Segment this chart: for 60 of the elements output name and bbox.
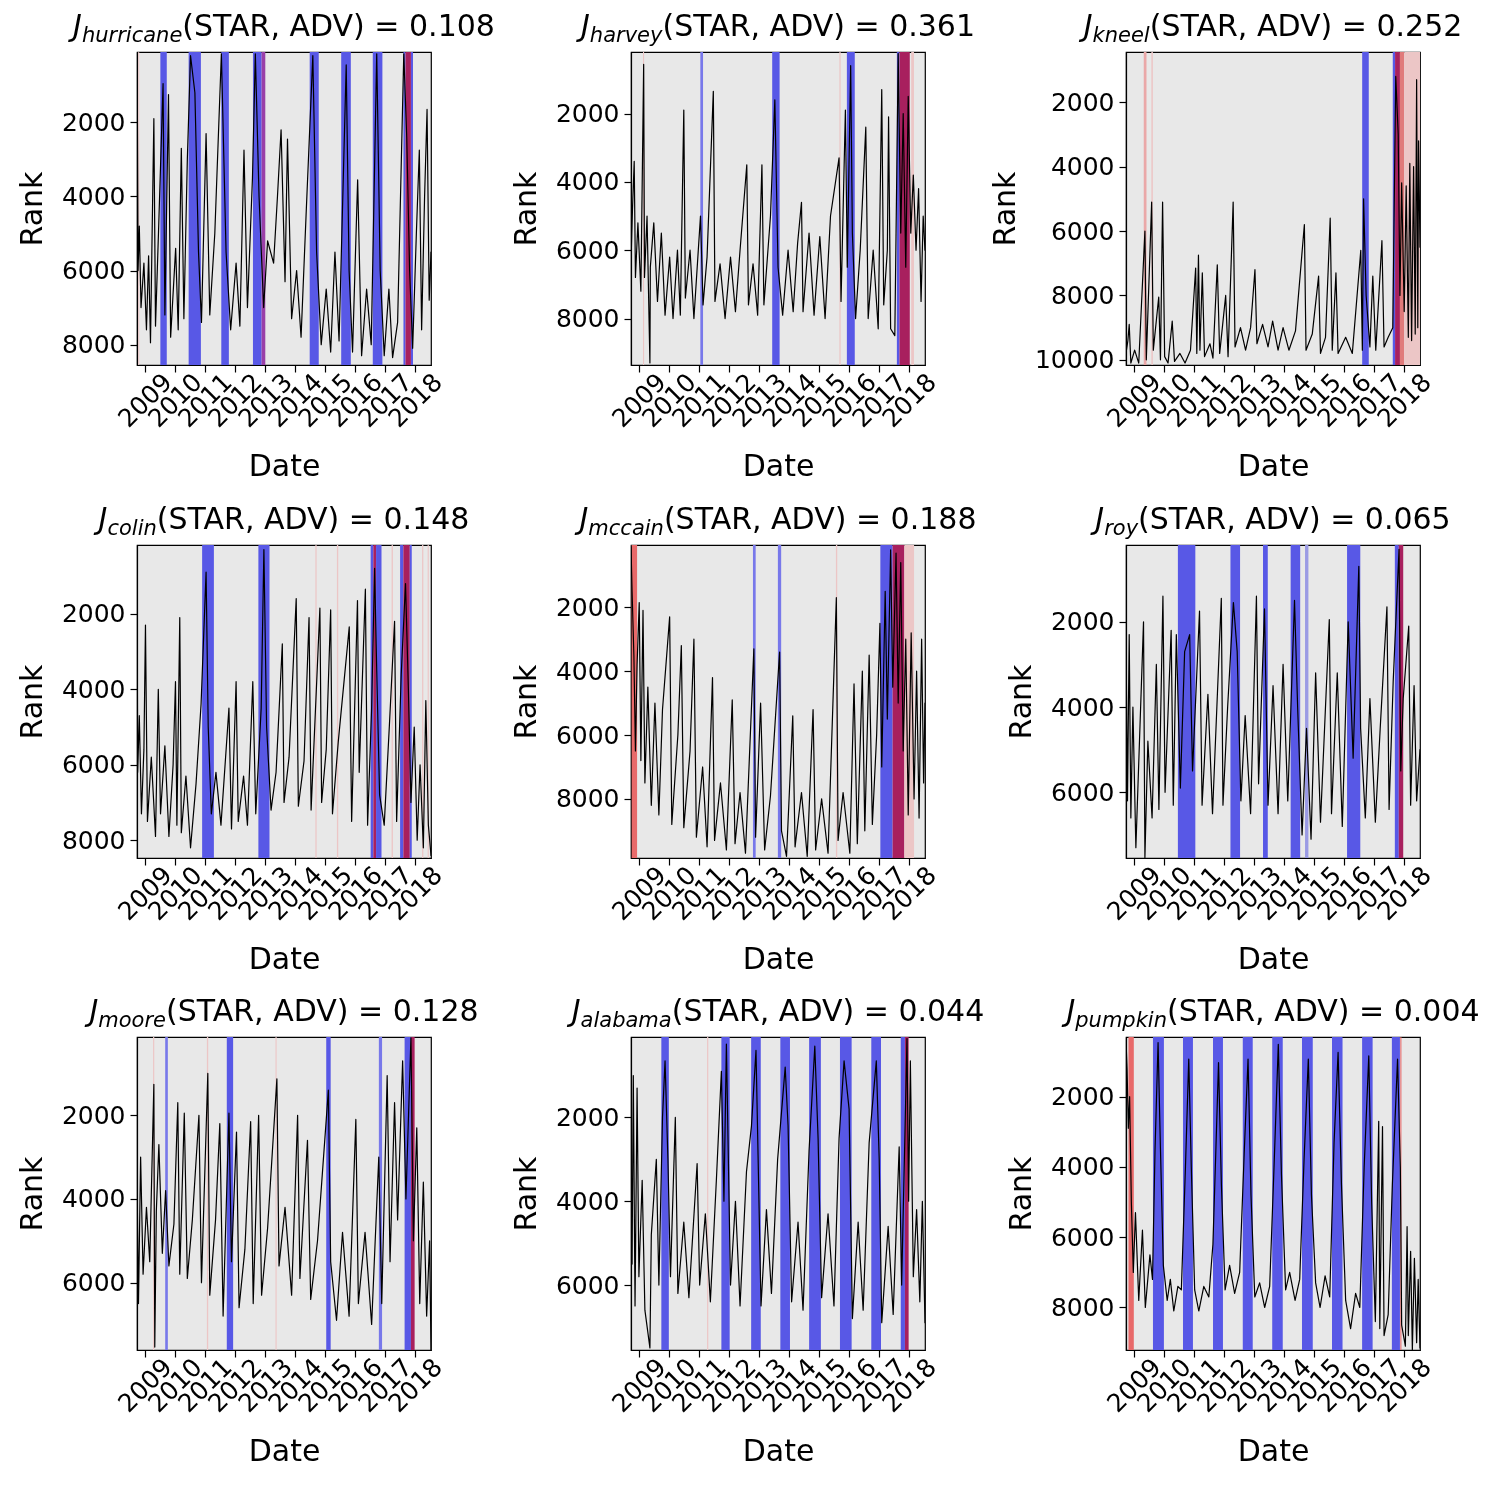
y-tick-label: 8000 <box>1050 1292 1115 1322</box>
y-tick-label: 6000 <box>61 1268 126 1298</box>
y-axis-title: Rank <box>13 663 49 740</box>
y-axis-title: Rank <box>507 663 543 740</box>
x-axis-title: Date <box>742 448 815 484</box>
y-tick-label: 2000 <box>1050 607 1115 637</box>
y-axis-title: Rank <box>507 170 543 247</box>
y-tick-label: 8000 <box>555 304 620 334</box>
y-tick-label: 10000 <box>1034 345 1115 375</box>
y-tick-label: 6000 <box>61 750 126 780</box>
y-axis-title: Rank <box>1002 663 1038 740</box>
chart-title: J$_{kneel}$(STAR, ADV) = 0.252 <box>1083 8 1463 48</box>
y-tick-label: 4000 <box>61 674 126 704</box>
y-tick-label: 8000 <box>555 784 620 814</box>
y-tick-label: 4000 <box>1050 152 1115 182</box>
y-tick-label: 6000 <box>1050 216 1115 246</box>
y-tick-label: 2000 <box>555 592 620 622</box>
x-axis-title: Date <box>742 1433 815 1469</box>
chart-title: J$_{alabama}$(STAR, ADV) = 0.044 <box>571 993 985 1033</box>
y-tick-label: 6000 <box>555 720 620 750</box>
x-axis-title: Date <box>1237 941 1310 977</box>
y-axis-title: Rank <box>507 1155 543 1232</box>
y-tick-label: 6000 <box>1050 777 1115 807</box>
x-axis-title: Date <box>248 1433 321 1469</box>
y-tick-label: 6000 <box>555 1270 620 1300</box>
x-axis-title: Date <box>1237 1433 1310 1469</box>
x-axis-title: Date <box>248 941 321 977</box>
chart-title: J$_{colin}$(STAR, ADV) = 0.148 <box>98 501 470 541</box>
y-axis-title: Rank <box>13 170 49 247</box>
chart-title: J$_{moore}$(STAR, ADV) = 0.128 <box>89 993 479 1033</box>
y-tick-label: 4000 <box>555 656 620 686</box>
x-axis-title: Date <box>248 448 321 484</box>
y-tick-label: 6000 <box>555 235 620 265</box>
y-tick-label: 4000 <box>555 1186 620 1216</box>
y-tick-label: 4000 <box>61 181 126 211</box>
y-tick-label: 2000 <box>61 599 126 629</box>
y-tick-label: 2000 <box>555 1102 620 1132</box>
x-axis-title: Date <box>742 941 815 977</box>
y-tick-label: 2000 <box>61 1100 126 1130</box>
y-tick-label: 2000 <box>1050 1082 1115 1112</box>
chart-title: J$_{pumpkin}$(STAR, ADV) = 0.004 <box>1066 993 1480 1033</box>
y-axis-title: Rank <box>13 1155 49 1232</box>
y-axis-title: Rank <box>1002 1155 1038 1232</box>
y-tick-label: 6000 <box>61 256 126 286</box>
y-tick-label: 6000 <box>1050 1222 1115 1252</box>
y-tick-label: 8000 <box>1050 280 1115 310</box>
y-tick-label: 4000 <box>1050 692 1115 722</box>
y-tick-label: 2000 <box>1050 87 1115 117</box>
chart-title: J$_{mccain}$(STAR, ADV) = 0.188 <box>579 501 977 541</box>
y-tick-label: 4000 <box>555 167 620 197</box>
y-tick-label: 2000 <box>61 107 126 137</box>
y-tick-label: 8000 <box>61 825 126 855</box>
x-axis-title: Date <box>1237 448 1310 484</box>
y-tick-label: 8000 <box>61 330 126 360</box>
y-tick-label: 2000 <box>555 99 620 129</box>
chart-title: J$_{harvey}$(STAR, ADV) = 0.361 <box>580 8 976 48</box>
y-axis-title: Rank <box>986 170 1022 247</box>
chart-title: J$_{roy}$(STAR, ADV) = 0.065 <box>1095 501 1451 541</box>
y-tick-label: 4000 <box>1050 1152 1115 1182</box>
y-tick-label: 4000 <box>61 1184 126 1214</box>
